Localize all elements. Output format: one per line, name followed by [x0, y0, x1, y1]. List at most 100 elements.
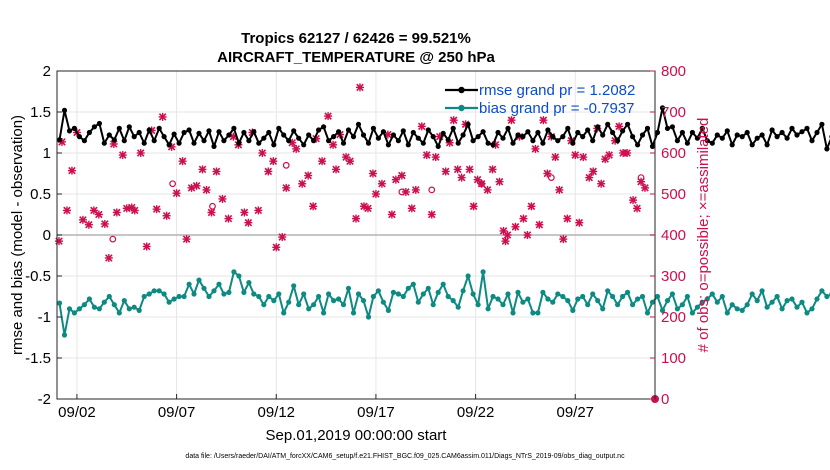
rmse-point: [56, 137, 63, 143]
rmse-point: [365, 140, 372, 146]
rmse-point: [535, 129, 541, 136]
bias-point: [679, 302, 686, 308]
bias-point: [340, 302, 347, 308]
obs-assimilated-point: [130, 206, 139, 215]
bias-point: [131, 304, 137, 310]
obs-assimilated-point: [527, 202, 536, 211]
bias-point: [470, 291, 476, 297]
obs-assimilated-point: [329, 140, 338, 149]
rmse-point: [146, 127, 152, 133]
bias-point: [276, 291, 282, 297]
chart-title-line2: AIRCRAFT_TEMPERATURE @ 250 hPa: [217, 49, 495, 66]
rmse-point: [625, 121, 631, 127]
rmse-point: [420, 140, 426, 146]
rmse-point: [430, 134, 436, 140]
bias-point: [176, 293, 182, 300]
obs-assimilated-point: [543, 169, 552, 178]
rmse-point: [630, 134, 636, 140]
y-left-tick-label: -1: [38, 309, 51, 326]
rmse-point: [540, 140, 546, 146]
bias-point: [256, 293, 262, 300]
rmse-point: [555, 138, 561, 144]
obs-assimilated-point: [240, 208, 249, 217]
obs-assimilated-point: [324, 112, 333, 121]
bias-point: [196, 277, 202, 283]
legend: rmse grand pr = 1.2082 bias grand pr = -…: [445, 82, 635, 117]
obs-assimilated-point: [158, 112, 167, 121]
obs-assimilated-point: [457, 173, 466, 182]
obs-assimilated-point: [304, 171, 313, 180]
bias-point: [535, 310, 541, 316]
bias-point: [794, 304, 800, 310]
bias-point: [86, 296, 92, 302]
rmse-point: [116, 125, 122, 131]
bias-point: [400, 293, 406, 300]
y-right-tick-label: 300: [661, 268, 686, 285]
bias-point: [206, 293, 212, 300]
rmse-point: [525, 129, 531, 135]
y-right-tick-label: 600: [661, 145, 686, 162]
bias-point: [709, 291, 715, 297]
bias-point: [211, 288, 217, 294]
rmse-point: [615, 138, 621, 144]
obs-assimilated-point: [224, 214, 233, 223]
rmse-point: [166, 142, 172, 148]
legend-rmse-marker: [458, 86, 465, 94]
rmse-point: [236, 140, 242, 146]
rmse-point: [585, 127, 591, 133]
rmse-point: [635, 142, 641, 148]
rmse-point: [350, 134, 357, 140]
rmse-point: [649, 143, 656, 149]
bias-point: [744, 302, 750, 308]
rmse-point: [445, 137, 451, 143]
rmse-point: [749, 142, 755, 148]
obs-assimilated-point: [202, 185, 211, 194]
rmse-point: [415, 135, 421, 141]
y-right-tick-label: 400: [661, 227, 686, 244]
bias-point: [525, 296, 531, 302]
rmse-point: [684, 140, 691, 146]
rmse-point: [744, 129, 750, 136]
bias-point: [500, 302, 506, 308]
obs-assimilated-point: [511, 222, 520, 231]
bias-point: [146, 291, 152, 297]
obs-assimilated-point: [637, 177, 646, 186]
bias-point: [296, 302, 302, 308]
rmse-point: [819, 121, 825, 127]
obs-assimilated-point: [615, 122, 624, 131]
bias-point: [111, 302, 117, 308]
rmse-point: [495, 129, 501, 136]
bias-point: [410, 281, 416, 287]
rmse-point: [575, 129, 581, 136]
y-right-tick-label: 100: [661, 350, 686, 367]
bias-point: [595, 298, 601, 304]
rmse-point: [480, 129, 486, 135]
obs-assimilated-point: [112, 208, 121, 217]
bias-point: [495, 296, 501, 302]
rmse-point: [395, 138, 401, 144]
obs-assimilated-point: [488, 165, 497, 174]
bias-point: [405, 285, 411, 291]
bias-point: [271, 298, 277, 304]
y-left-tick-label: -0.5: [25, 268, 51, 285]
obs-assimilated-point: [218, 194, 227, 203]
obs-possible-point: [209, 202, 216, 210]
obs-assimilated-point: [162, 211, 171, 220]
rmse-point: [340, 140, 347, 146]
rmse-point: [729, 142, 735, 148]
data-file-footnote: data file: /Users/raeder/DAI/ATM_forcXX/…: [185, 453, 625, 460]
bias-point: [385, 307, 391, 313]
y-left-tick-label: -1.5: [25, 350, 51, 367]
rmse-point: [809, 138, 815, 144]
obs-assimilated-point: [422, 151, 431, 160]
rmse-point: [241, 129, 247, 136]
obs-assimilated-point: [441, 167, 450, 176]
rmse-point: [336, 129, 342, 135]
rmse-point: [704, 138, 710, 144]
obs-assimilated-point: [192, 181, 201, 190]
bias-point: [809, 306, 815, 312]
rmse-point: [500, 135, 506, 141]
obs-possible-point: [428, 186, 436, 194]
rmse-point: [321, 124, 327, 130]
bias-point: [555, 291, 561, 297]
